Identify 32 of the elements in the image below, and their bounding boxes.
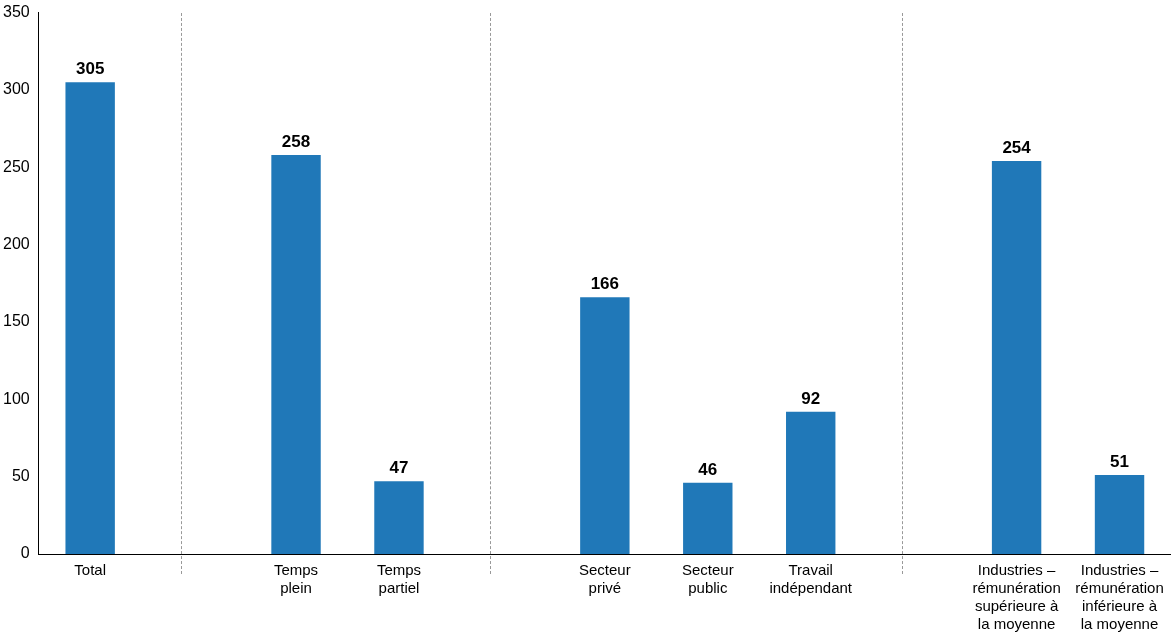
- bar: [580, 297, 630, 554]
- data-label: 305: [75, 59, 105, 79]
- x-tick-label: Travail indépendant: [769, 561, 853, 597]
- y-tick-label: 250: [2, 157, 30, 175]
- x-tick-label: Secteur privé: [579, 561, 631, 597]
- bar: [374, 481, 424, 554]
- bar: [271, 154, 321, 554]
- x-tick-label: Secteur public: [681, 561, 734, 597]
- x-tick-label: Total: [74, 561, 107, 579]
- bar: [65, 82, 115, 554]
- data-label: 51: [1110, 452, 1129, 472]
- data-label: 258: [281, 132, 311, 152]
- y-tick-label: 0: [20, 544, 30, 562]
- x-tick-label: Industries – rémunération inférieure à la moyenne: [1075, 561, 1164, 633]
- x-tick-label: Industries – rémunération supérieure à la moyenne: [972, 561, 1061, 633]
- y-tick-label: 300: [2, 80, 30, 98]
- y-tick-label: 150: [2, 312, 30, 330]
- y-tick-label: 350: [2, 3, 30, 21]
- x-tick-label: Temps plein: [273, 561, 319, 597]
- bar: [1094, 475, 1145, 554]
- y-tick-label: 200: [2, 235, 30, 253]
- data-label: 47: [389, 458, 409, 478]
- x-tick-label: Temps partiel: [376, 561, 422, 597]
- y-tick-label: 100: [2, 389, 30, 407]
- data-label: 166: [590, 274, 620, 294]
- bar: [991, 161, 1042, 554]
- data-label: 92: [801, 388, 821, 408]
- bar: [786, 411, 836, 554]
- y-tick-label: 50: [11, 467, 30, 485]
- data-label: 254: [1002, 138, 1032, 158]
- data-label: 46: [698, 460, 718, 480]
- bar: [683, 482, 733, 554]
